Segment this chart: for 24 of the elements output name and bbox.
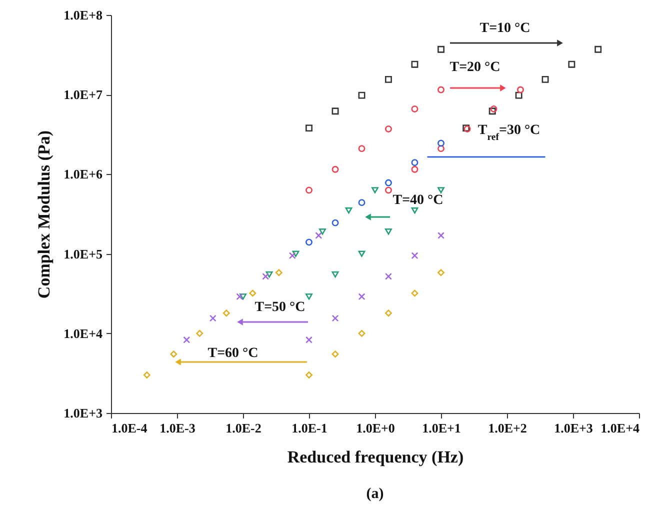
- y-tick-label: 1.0E+4: [64, 326, 103, 341]
- y-tick-label: 1.0E+6: [64, 166, 103, 182]
- x-tick-label: 1.0E-2: [226, 420, 262, 436]
- annotation: T$_{ref}$=30 °C: [478, 123, 540, 142]
- x-tick-label: 1.0E+4: [600, 420, 640, 436]
- y-tick-label: 1.0E+5: [64, 246, 103, 262]
- y-axis-title: Complex Modulus (Pa): [34, 130, 54, 299]
- y-tick-label: 1.0E+7: [64, 87, 103, 102]
- x-tick-label: 1.0E-1: [292, 420, 328, 436]
- y-tick-label: 1.0E+8: [64, 8, 103, 22]
- x-axis-title: Reduced frequency (Hz): [287, 448, 464, 466]
- annotation: T=20 °C: [450, 60, 500, 75]
- text: (a): [366, 486, 384, 502]
- x-tick-label: 1.0E+2: [488, 420, 527, 436]
- y-tick-label: 1.0E+3: [64, 406, 103, 420]
- annotation: T=10 °C: [480, 21, 530, 36]
- annotation: T=50 °C: [254, 300, 306, 315]
- annotation: T=60 °C: [208, 346, 258, 361]
- x-tick-label: 1.0E-4: [112, 420, 148, 436]
- x-tick-label: 1.0E+1: [422, 420, 461, 436]
- x-tick-label: 1.0E-3: [160, 420, 196, 436]
- annotation: T=40 °C: [392, 193, 444, 208]
- x-tick-label: 1.0E+3: [554, 420, 594, 436]
- x-tick-label: 1.0E+0: [356, 420, 395, 436]
